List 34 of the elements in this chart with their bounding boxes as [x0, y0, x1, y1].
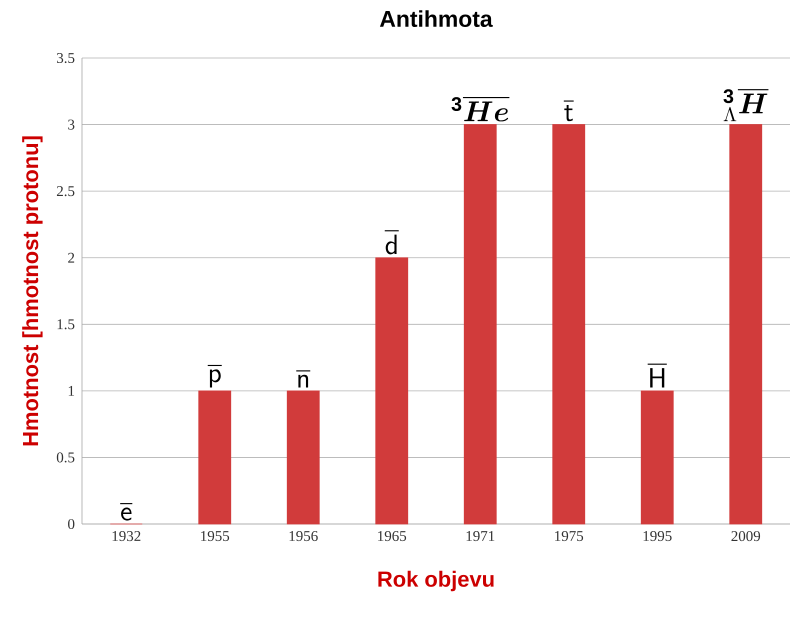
bar — [729, 124, 762, 524]
bar — [286, 390, 320, 524]
y-tick-label: 3 — [68, 120, 74, 130]
x-tick-label: 1956 — [290, 531, 318, 542]
chart-title: Antihmota — [380, 10, 493, 28]
annotation: $\overline{\mathsf{e}}$ — [120, 504, 132, 521]
annotation: ${}^{\mathbf{3}}\overline{\boldsymbol{He}}$ — [452, 97, 510, 122]
y-tick-label: 1.5 — [58, 319, 74, 330]
annotation: $\overline{\mathsf{p}}$ — [208, 365, 222, 388]
y-tick-label: 1 — [68, 386, 74, 396]
x-tick-label: 1965 — [378, 531, 406, 542]
annotation: ${}^{\mathbf{3}}_{\Lambda}\overline{\boldsymbol{H}}$ — [723, 89, 768, 122]
bar — [375, 257, 408, 524]
x-tick-label: 1932 — [112, 531, 140, 542]
x-tick-label: 1995 — [644, 531, 672, 542]
y-tick-label: 3.5 — [57, 52, 74, 64]
x-tick-label: 1955 — [201, 531, 230, 542]
y-tick-label: 0 — [68, 518, 74, 530]
annotation: $\overline{\mathsf{d}}$ — [384, 230, 399, 254]
y-tick-label: 0.5 — [56, 452, 74, 463]
x-axis-title: Rok objevu — [378, 570, 494, 592]
annotation: $\overline{\mathsf{H}}$ — [648, 364, 667, 388]
bar — [640, 390, 674, 524]
y-tick-label: 2 — [68, 252, 74, 263]
x-tick-label: 1975 — [555, 531, 584, 542]
x-tick-label: 1971 — [466, 531, 494, 542]
bar — [464, 124, 497, 524]
x-tick-label: 2009 — [731, 531, 760, 542]
y-axis-title: Hmotnost [hmotnost protonu] — [22, 136, 43, 446]
annotation: $\overline{\mathsf{t}}$ — [564, 101, 574, 122]
bar — [552, 124, 586, 524]
y-tick-label: 2.5 — [56, 186, 74, 196]
bar — [198, 390, 232, 524]
annotation: $\overline{\mathsf{n}}$ — [296, 370, 310, 388]
